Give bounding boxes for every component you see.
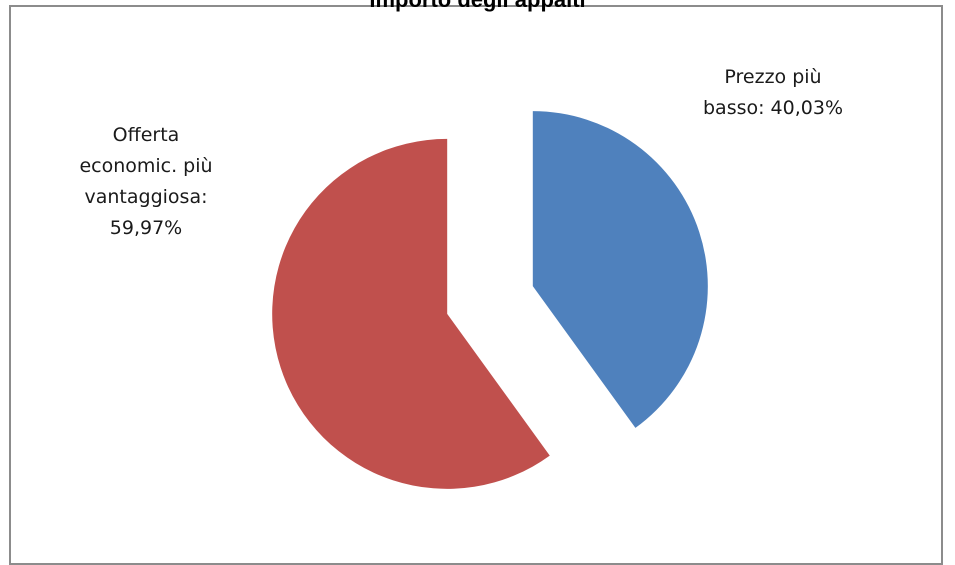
- slice-label-prezzo-piu-basso: Prezzo più basso: 40,03%: [683, 62, 863, 124]
- slice-label-line: 59,97%: [109, 217, 183, 239]
- slice-label-offerta-economica: Offerta economic. più vantaggiosa: 59,97…: [56, 120, 236, 244]
- slice-label-line: basso: 40,03%: [702, 97, 843, 119]
- slice-label-line: Offerta: [112, 124, 180, 146]
- slice-label-line: economic. più: [79, 155, 213, 177]
- slice-label-line: Prezzo più: [724, 66, 822, 88]
- pie-slice-offerta-economica-piu-vantaggiosa: [272, 138, 550, 489]
- slice-label-line: vantaggiosa:: [84, 186, 208, 208]
- pie-slice-prezzo-piu-basso: [532, 111, 708, 428]
- chart-title: Importo degli appalti: [0, 0, 955, 13]
